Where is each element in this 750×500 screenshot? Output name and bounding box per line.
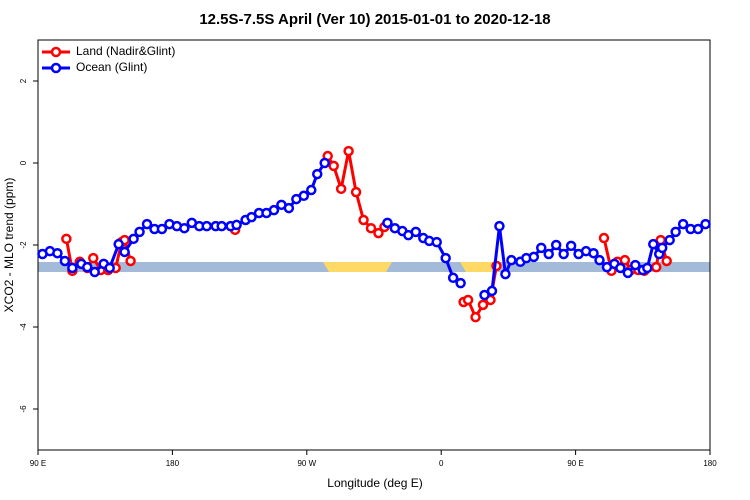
land-strip xyxy=(460,262,500,272)
y-axis-label: XCO2 - MLO trend (ppm) xyxy=(2,178,16,313)
series-point xyxy=(328,160,339,172)
series-point xyxy=(506,254,517,266)
series-point xyxy=(543,248,554,260)
series-point xyxy=(134,226,145,238)
series-point xyxy=(558,248,569,260)
land-strip xyxy=(323,262,392,272)
series-point xyxy=(373,227,384,239)
map-strip xyxy=(38,262,710,272)
series-point xyxy=(231,219,242,231)
series-point xyxy=(550,239,562,251)
x-tick-label: 90 E xyxy=(30,459,46,468)
x-axis-label: Longitude (deg E) xyxy=(327,476,422,490)
series-point xyxy=(82,261,93,273)
series-point xyxy=(128,233,139,245)
x-tick-label: 180 xyxy=(703,459,717,468)
y-tick-label: -4 xyxy=(19,323,28,331)
x-tick-label: 0 xyxy=(439,459,444,468)
series-point xyxy=(104,262,115,274)
legend-marker xyxy=(50,46,62,58)
series-point xyxy=(358,214,369,226)
series-point xyxy=(61,233,72,245)
series-point xyxy=(216,220,227,232)
series-point xyxy=(594,254,605,266)
series-point xyxy=(350,186,362,198)
chart-title: 12.5S-7.5S April (Ver 10) 2015-01-01 to … xyxy=(199,11,550,28)
series-point xyxy=(88,252,99,264)
series-point xyxy=(470,311,481,323)
series-point xyxy=(52,247,63,259)
series-point xyxy=(410,226,422,238)
series-point xyxy=(486,285,498,297)
plot-frame xyxy=(37,39,711,451)
series-point xyxy=(447,272,459,284)
series-point xyxy=(494,220,505,232)
series-point xyxy=(565,240,577,252)
series-line xyxy=(41,162,326,274)
y-tick-label: 0 xyxy=(19,160,28,165)
series-point xyxy=(306,184,317,196)
series-point xyxy=(156,223,168,235)
series-point xyxy=(119,246,130,258)
series-point xyxy=(298,190,310,202)
series-point xyxy=(642,262,653,274)
series-point xyxy=(588,247,599,259)
series-point xyxy=(431,236,442,248)
series-point xyxy=(536,242,547,254)
series-point xyxy=(440,252,451,264)
series-point xyxy=(125,255,136,267)
series-point xyxy=(650,261,662,273)
x-tick-label: 180 xyxy=(166,459,180,468)
y-tick-label: -6 xyxy=(19,405,28,413)
series-point xyxy=(670,226,681,238)
series-point xyxy=(382,217,393,229)
series-point xyxy=(500,268,511,280)
x-tick-label: 90 W xyxy=(297,459,316,468)
series-point xyxy=(615,262,626,274)
series-point xyxy=(455,277,466,289)
series-point xyxy=(528,251,540,263)
series-point xyxy=(179,222,190,234)
series-point xyxy=(692,223,704,235)
series-point xyxy=(677,218,689,230)
series-point xyxy=(283,202,295,214)
series-point xyxy=(661,255,672,267)
series-point xyxy=(598,232,610,244)
legend-label: Land (Nadir&Glint) xyxy=(76,44,175,58)
y-tick-label: 2 xyxy=(19,78,28,83)
series-point xyxy=(67,262,78,274)
series-point xyxy=(59,255,71,267)
series-point xyxy=(479,289,490,301)
y-tick-label: -2 xyxy=(19,241,28,249)
series-point xyxy=(700,218,711,230)
series-point xyxy=(113,238,124,250)
series-point xyxy=(365,222,377,234)
series-point xyxy=(246,211,257,223)
legend-label: Ocean (Glint) xyxy=(76,60,147,74)
series-point xyxy=(335,183,347,195)
series-point xyxy=(462,294,474,306)
series-point xyxy=(656,242,668,254)
series-point xyxy=(201,220,212,232)
series-point xyxy=(622,267,634,279)
series-point xyxy=(268,204,280,216)
x-tick-label: 90 E xyxy=(567,459,583,468)
legend-marker xyxy=(50,62,62,74)
series-point xyxy=(141,218,153,230)
series-point xyxy=(619,254,631,266)
series-point xyxy=(343,145,354,157)
series-point xyxy=(89,266,100,278)
series-point xyxy=(630,259,641,271)
series-point xyxy=(648,238,659,250)
series-point xyxy=(664,234,675,246)
series-point xyxy=(477,299,489,311)
series-point xyxy=(312,168,323,180)
series-point xyxy=(319,157,330,169)
